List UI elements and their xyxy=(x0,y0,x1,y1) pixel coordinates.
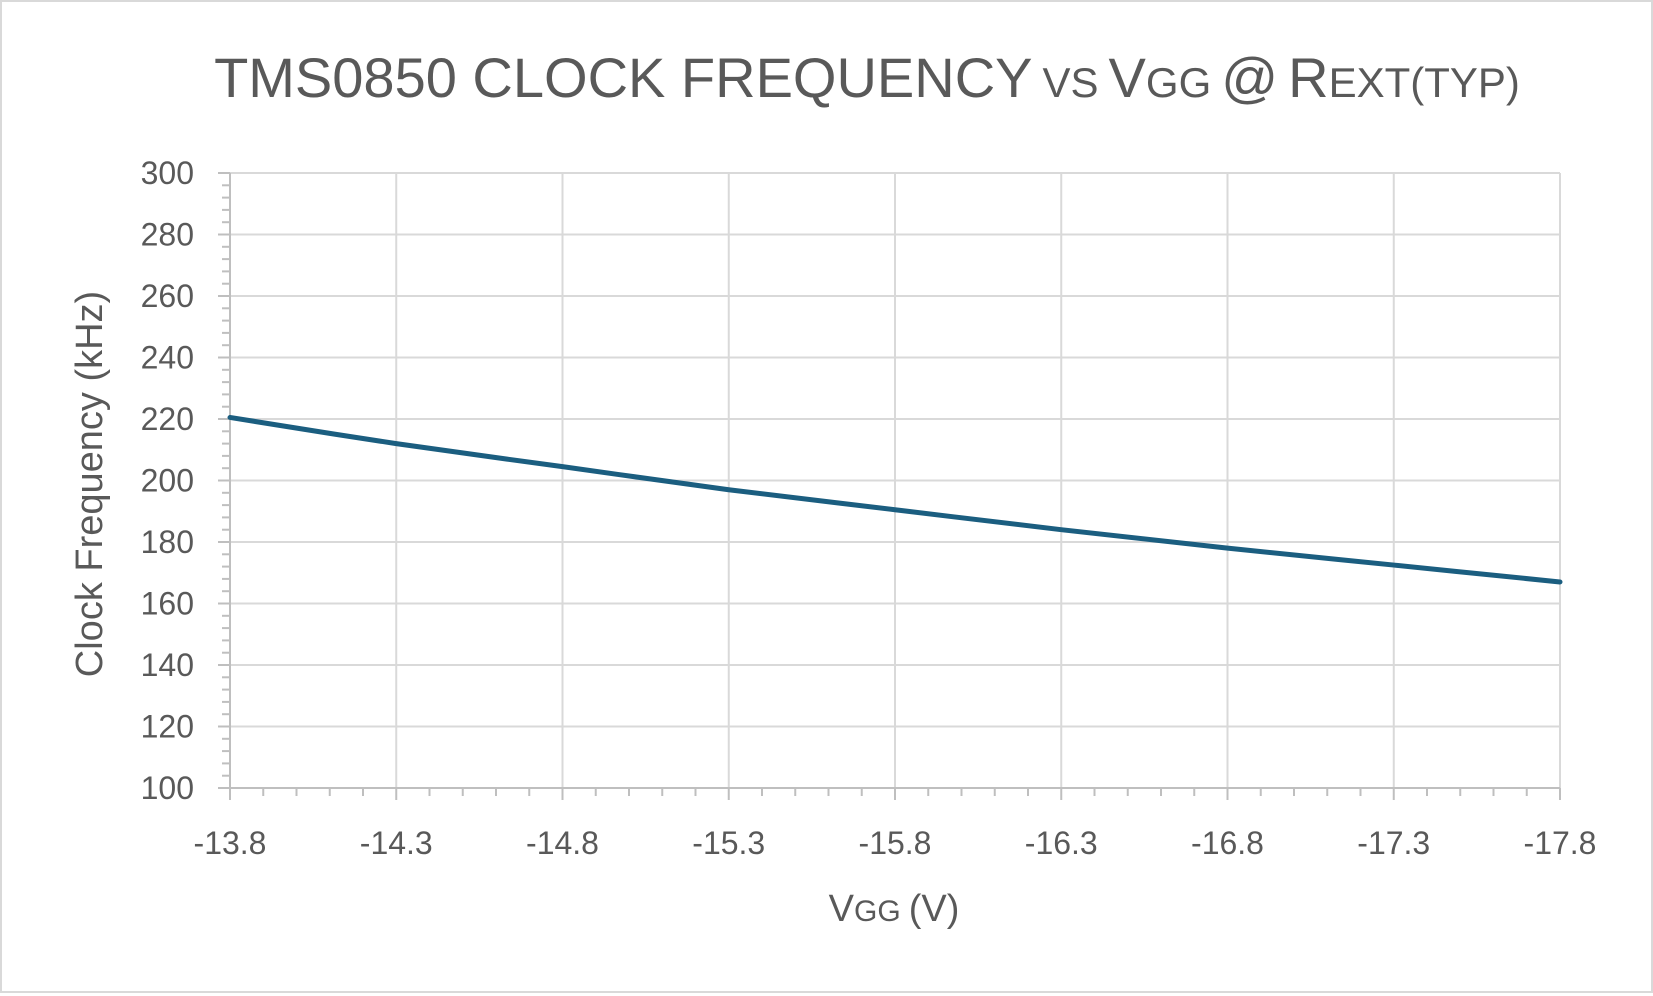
y-tick-label: 160 xyxy=(141,586,194,622)
series-line xyxy=(227,414,1563,585)
y-tick-label: 220 xyxy=(141,401,194,437)
x-tick-label: -17.8 xyxy=(1524,825,1597,861)
grid xyxy=(229,172,1561,789)
y-tick-label: 240 xyxy=(141,340,194,376)
y-tick-label: 180 xyxy=(141,524,194,560)
axis-ticks xyxy=(218,172,1561,800)
x-axis-label: VGG (V) xyxy=(829,888,960,930)
y-tick-label: 300 xyxy=(141,155,194,191)
x-tick-label: -15.8 xyxy=(859,825,932,861)
x-tick-label: -16.3 xyxy=(1025,825,1098,861)
x-tick-label: -15.3 xyxy=(692,825,765,861)
x-tick-label: -17.3 xyxy=(1357,825,1430,861)
y-tick-label: 200 xyxy=(141,463,194,499)
y-tick-label: 140 xyxy=(141,647,194,683)
y-axis-label: Clock Frequency (kHz) xyxy=(69,291,111,677)
tick-labels: 100 120 140 160 180 200 220 240 260 280 300 -13.8 -1… xyxy=(141,155,1597,861)
y-tick-label: 280 xyxy=(141,217,194,253)
series-layer xyxy=(227,414,1563,585)
x-tick-label: -14.8 xyxy=(526,825,599,861)
x-tick-label: -13.8 xyxy=(194,825,267,861)
y-tick-label: 100 xyxy=(141,770,194,806)
x-tick-label: -14.3 xyxy=(360,825,433,861)
y-tick-label: 120 xyxy=(141,709,194,745)
y-tick-label: 260 xyxy=(141,278,194,314)
chart-title: TMS0850 CLOCK FREQUENCY VS VGG @ REXT(TYP) xyxy=(214,46,1520,109)
x-tick-label: -16.8 xyxy=(1191,825,1264,861)
